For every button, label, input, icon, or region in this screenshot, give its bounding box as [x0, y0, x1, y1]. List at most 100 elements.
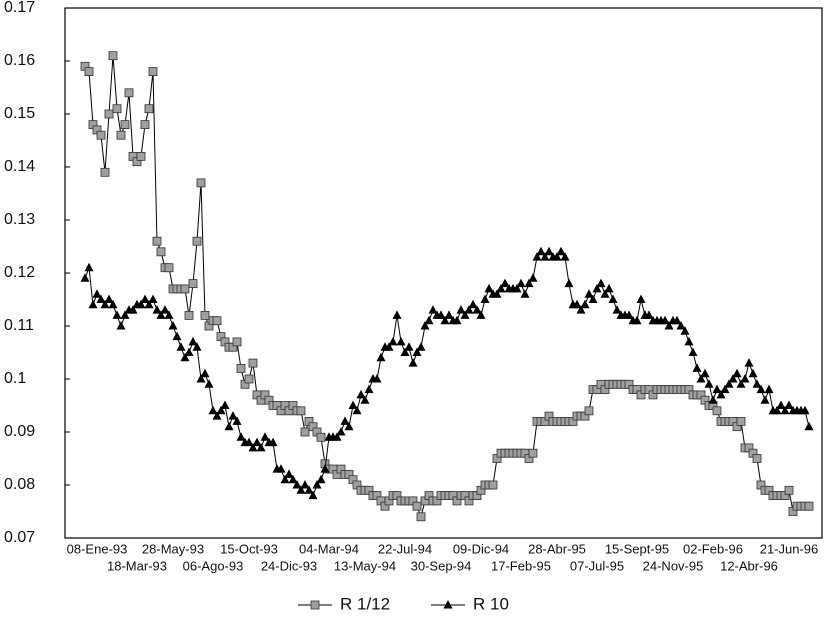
data-point	[140, 294, 150, 303]
data-point	[224, 421, 234, 431]
data-point	[164, 310, 174, 319]
data-point	[452, 315, 462, 325]
data-point	[248, 442, 258, 452]
x-tick-label: 17-Feb-95	[491, 558, 551, 573]
data-point	[248, 358, 258, 368]
y-tick-label: 0.13	[4, 211, 35, 228]
data-point	[112, 310, 122, 319]
data-point	[376, 352, 386, 362]
x-tick-label: 08-Ene-93	[67, 541, 128, 556]
data-point	[192, 236, 202, 246]
data-point	[604, 283, 614, 293]
data-point	[156, 247, 166, 257]
data-point	[740, 374, 750, 383]
data-point	[660, 315, 670, 325]
data-point	[356, 389, 366, 399]
data-point	[456, 305, 466, 314]
data-point	[632, 315, 642, 325]
data-point	[160, 305, 170, 314]
data-point	[704, 379, 714, 388]
x-tick-label: 21-Jun-96	[760, 541, 819, 556]
data-point	[308, 490, 318, 500]
data-point	[188, 336, 198, 346]
data-point	[612, 305, 622, 314]
data-point	[100, 167, 110, 177]
data-point	[284, 469, 294, 478]
data-point	[200, 368, 210, 378]
data-point	[104, 109, 114, 119]
data-point	[764, 384, 774, 394]
data-point	[256, 442, 266, 452]
data-point	[88, 299, 98, 309]
data-point	[536, 246, 546, 256]
data-point	[580, 299, 590, 309]
data-point	[776, 400, 786, 409]
data-point	[320, 464, 330, 473]
data-point	[760, 395, 770, 404]
data-point	[748, 368, 758, 378]
data-point	[752, 379, 762, 388]
data-point	[444, 310, 454, 319]
data-point	[552, 252, 562, 261]
data-point	[292, 480, 302, 489]
data-point	[176, 342, 186, 351]
data-point	[168, 321, 178, 330]
data-point	[316, 474, 326, 484]
data-point	[708, 395, 718, 404]
y-tick-label: 0.12	[4, 264, 35, 281]
data-point	[200, 310, 210, 320]
data-point	[296, 406, 306, 416]
data-point	[476, 310, 486, 319]
legend-label: R 1/12	[340, 594, 390, 613]
data-point	[804, 501, 814, 511]
y-tick-label: 0.1	[4, 370, 26, 387]
x-tick-label: 30-Sep-94	[411, 558, 472, 573]
data-point	[416, 512, 426, 522]
data-point	[140, 120, 150, 129]
data-point	[152, 305, 162, 314]
data-point	[252, 437, 262, 447]
data-point	[300, 480, 310, 489]
data-point	[416, 342, 426, 351]
data-point	[540, 252, 550, 261]
data-point	[744, 358, 754, 367]
y-tick-label: 0.15	[4, 105, 35, 122]
data-point	[520, 289, 530, 298]
data-point	[212, 411, 222, 420]
data-point	[388, 336, 398, 346]
y-tick-label: 0.07	[4, 529, 35, 546]
data-point	[288, 474, 298, 484]
data-point	[96, 130, 106, 140]
data-point	[600, 289, 610, 298]
data-point	[396, 336, 406, 346]
data-point	[164, 263, 174, 273]
data-point	[560, 252, 570, 261]
x-tick-label: 22-Jul-94	[378, 541, 432, 556]
legend-marker	[310, 600, 320, 610]
x-tick-label: 28-May-93	[142, 541, 204, 556]
data-point	[100, 299, 110, 309]
data-point	[204, 379, 214, 388]
data-point	[664, 321, 674, 330]
data-point	[184, 347, 194, 356]
data-point	[592, 283, 602, 293]
data-point	[104, 294, 114, 303]
data-point	[800, 405, 810, 415]
data-point	[556, 246, 566, 256]
data-point	[188, 279, 198, 289]
data-point	[172, 331, 182, 341]
data-point	[352, 405, 362, 415]
data-point	[408, 358, 418, 367]
data-point	[688, 347, 698, 356]
data-point	[148, 67, 158, 76]
data-point	[584, 289, 594, 298]
data-point	[348, 400, 358, 409]
data-point	[680, 326, 690, 335]
data-point	[404, 342, 414, 351]
x-tick-label: 04-Mar-94	[299, 541, 359, 556]
data-point	[524, 278, 534, 288]
data-point	[268, 437, 278, 447]
data-point	[400, 347, 410, 356]
data-point	[392, 310, 402, 319]
data-point	[784, 485, 794, 495]
